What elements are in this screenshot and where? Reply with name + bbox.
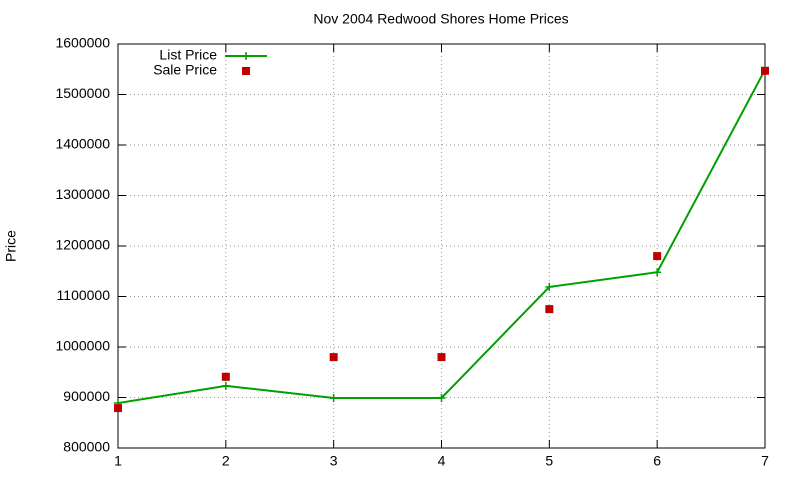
- y-tick-label: 1400000: [55, 136, 110, 152]
- point: [221, 372, 230, 381]
- point: [761, 66, 769, 75]
- y-tick-label: 1300000: [55, 186, 110, 202]
- x-tick-label: 1: [114, 453, 122, 469]
- x-tick-label: 7: [761, 453, 769, 469]
- point: [653, 268, 662, 277]
- point: [329, 394, 338, 403]
- x-tick-label: 3: [330, 453, 338, 469]
- x-tick-label: 5: [545, 453, 553, 469]
- point: [545, 282, 554, 291]
- legend-marker: [242, 52, 250, 60]
- y-tick-label: 1100000: [57, 287, 111, 303]
- point: [114, 404, 122, 413]
- y-tick-label: 1000000: [55, 338, 110, 354]
- point: [653, 252, 662, 261]
- y-tick-label: 800000: [63, 439, 110, 455]
- y-tick-label: 1200000: [55, 237, 110, 253]
- y-tick-label: 1600000: [55, 35, 110, 51]
- y-tick-label: 900000: [63, 388, 110, 404]
- chart-title: Nov 2004 Redwood Shores Home Prices: [313, 11, 568, 27]
- legend-marker: [242, 67, 250, 75]
- plot-frame: [117, 43, 766, 449]
- legend-label: Sale Price: [153, 62, 217, 78]
- x-tick-label: 6: [653, 453, 661, 469]
- x-tick-label: 4: [438, 453, 446, 469]
- y-tick-label: 1500000: [55, 85, 110, 101]
- point: [437, 353, 446, 362]
- point: [329, 353, 338, 362]
- point: [437, 394, 446, 403]
- point: [221, 381, 230, 390]
- x-tick-label: 2: [222, 453, 230, 469]
- legend-label: List Price: [159, 47, 217, 63]
- point: [545, 305, 554, 314]
- y-axis-label: Price: [3, 230, 19, 262]
